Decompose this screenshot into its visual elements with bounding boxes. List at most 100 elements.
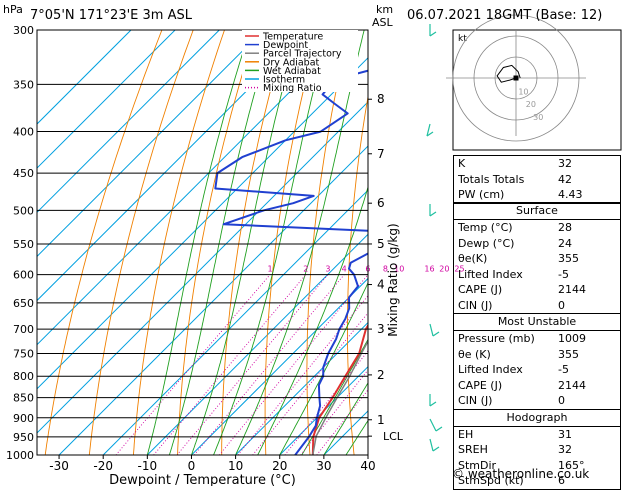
mixing-ratio-label: 4 [342, 265, 347, 274]
altitude-tick-label: 1 [377, 413, 385, 427]
index-value: 32 [558, 157, 572, 170]
isotherm-line [37, 30, 264, 258]
hodograph-unit-label: kt [458, 34, 467, 44]
most-unstable-title: Most Unstable [454, 314, 620, 331]
surface-row: CAPE (J) 2144 [454, 282, 620, 298]
mixing-ratio-label: 3 [325, 265, 330, 274]
altitude-tick-label: 4 [377, 278, 385, 292]
hodograph-row: StmSpd (kt) 6 [454, 473, 620, 489]
mixing-ratio-label: 16 [424, 265, 434, 274]
isotherm-line [58, 145, 368, 455]
hodograph-trace [496, 64, 521, 83]
wind-barb-flag [432, 331, 440, 337]
isotherm-line [37, 57, 368, 390]
pressure-tick-label: 1000 [6, 449, 34, 462]
parameter-tables: Surface Temp (°C) 28 Dewp (°C) 24 θe(K) 355 Li… [453, 202, 621, 490]
index-label: K [458, 157, 466, 170]
km-axis-label: km [376, 3, 394, 16]
pressure-tick-label: 900 [13, 412, 34, 425]
mixing-ratio-label: 20 [439, 265, 449, 274]
pressure-tick-label: 750 [13, 347, 34, 360]
surface-title: Surface [454, 203, 620, 220]
most-unstable-section: Most Unstable Pressure (mb) 1009 θe (K) 355… [454, 314, 620, 410]
mixing-ratio-line [153, 274, 307, 455]
surface-value: 0 [558, 298, 565, 312]
isotherm-line [37, 30, 220, 214]
wind-barb-flag [429, 401, 437, 407]
pressure-tick-label: 650 [13, 297, 34, 310]
legend-label: Dry Adiabat [263, 57, 320, 68]
surface-label: θe(K) [458, 252, 488, 265]
wind-barb-flag [426, 131, 434, 137]
x-tick-label: 0 [188, 459, 196, 473]
indices-table: K 32 Totals Totals 42 PW (cm) 4.43 [453, 155, 621, 204]
mixing-ratio-axis-title: Mixing Ratio (g/kg) [386, 223, 400, 336]
index-label: Totals Totals [458, 172, 525, 186]
asl-axis-label: ASL [372, 16, 393, 29]
surface-value: 24 [558, 236, 572, 250]
mixing-ratio-line [193, 274, 345, 455]
surface-row: CIN (J) 0 [454, 298, 620, 314]
surface-label: Lifted Index [458, 267, 523, 281]
mixing-ratio-label: 25 [454, 265, 464, 274]
legend-label: Temperature [262, 32, 323, 43]
most-unstable-row: θe (K) 355 [454, 347, 620, 363]
wind-barb [429, 323, 434, 337]
surface-row: Temp (°C) 28 [454, 220, 620, 236]
pressure-tick-label: 800 [13, 370, 34, 383]
most-unstable-row: Pressure (mb) 1009 [454, 331, 620, 347]
lcl-label: LCL [383, 430, 404, 443]
x-axis-title: Dewpoint / Temperature (°C) [109, 473, 296, 486]
storm-motion-marker [513, 75, 519, 81]
copyright-footer: © weatheronline.co.uk [452, 467, 590, 481]
hodograph-label: EH [458, 427, 474, 441]
index-row: PW (cm) 4.43 [454, 187, 620, 203]
surface-value: -5 [558, 267, 569, 281]
surface-label: CAPE (J) [458, 283, 503, 296]
dewpoint-profile [214, 69, 368, 455]
hodograph-value: 32 [558, 443, 572, 456]
legend-label: Dewpoint [263, 40, 308, 51]
pressure-tick-label: 600 [13, 269, 34, 282]
pressure-tick-label: 700 [13, 323, 34, 336]
most-unstable-value: 2144 [558, 378, 586, 392]
most-unstable-label: Pressure (mb) [458, 332, 535, 345]
hodograph-value: 6 [558, 474, 565, 487]
legend-label: Isotherm [263, 75, 305, 86]
hodograph-value: 31 [558, 427, 572, 441]
mixing-ratio-label: 1 [267, 265, 272, 274]
wet-adiabat-line [323, 382, 368, 455]
index-row: K 32 [454, 156, 620, 172]
altitude-tick-label: 6 [377, 196, 385, 210]
wind-barb [429, 438, 434, 452]
mixing-ratio-label: 2 [303, 265, 308, 274]
hodograph-label: StmSpd (kt) [458, 474, 524, 487]
index-value: 4.43 [558, 188, 583, 201]
surface-row: Dewp (°C) 24 [454, 236, 620, 252]
hodograph-row: EH 31 [454, 427, 620, 443]
x-tick-label: 40 [360, 459, 375, 473]
mixing-ratio-label: 10 [394, 265, 404, 274]
pressure-tick-label: 950 [13, 431, 34, 444]
pressure-tick-label: 500 [13, 204, 34, 217]
isotherm-line [37, 30, 176, 169]
isotherm-line [37, 30, 308, 302]
index-value: 42 [558, 172, 572, 186]
index-label: PW (cm) [458, 188, 505, 201]
altitude-tick-label: 2 [377, 368, 385, 382]
surface-value: 2144 [558, 283, 586, 296]
most-unstable-value: 355 [558, 347, 579, 361]
surface-value: 355 [558, 252, 579, 265]
surface-row: θe(K) 355 [454, 251, 620, 267]
plot-frame [36, 29, 369, 456]
temperature-profile [311, 323, 368, 455]
station-location: 7°05'N 171°23'E 3m ASL [30, 8, 192, 23]
wet-adiabat-line [301, 338, 368, 455]
wind-barb-flag [429, 211, 437, 217]
hodograph-title: Hodograph [454, 410, 620, 427]
altitude-tick-label: 5 [377, 237, 385, 251]
forecast-datetime: 06.07.2021 18GMT (Base: 12) [407, 8, 603, 23]
altitude-tick-label: 8 [377, 92, 385, 106]
wind-barb-flag [435, 426, 443, 432]
most-unstable-row: CAPE (J) 2144 [454, 378, 620, 394]
